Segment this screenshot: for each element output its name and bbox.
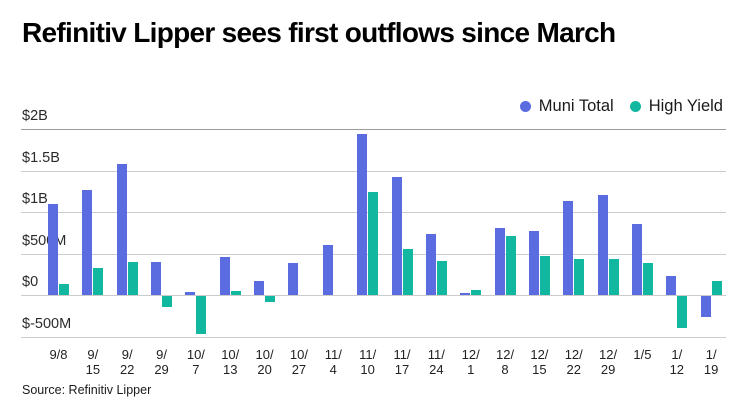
bar-muni-total-12-8: [494, 227, 505, 295]
x-axis-label-12-15: 12/ 15: [530, 347, 549, 377]
bar-muni-total-9-22: [116, 163, 127, 295]
x-axis-label-10-7: 10/ 7: [186, 347, 205, 377]
legend-label: High Yield: [648, 97, 723, 115]
bar-muni-total-11-4: [322, 245, 333, 295]
bar-high-yield-12-22: [574, 258, 585, 295]
bar-muni-total-1-19: [700, 296, 711, 317]
bar-high-yield-9-29: [162, 296, 173, 307]
bar-high-yield-10-7: [196, 296, 207, 335]
legend-label: Muni Total: [538, 97, 614, 115]
y-axis-label: $1.5B: [22, 149, 60, 166]
bar-high-yield-11-10: [368, 192, 379, 295]
x-axis-label-11-17: 11/ 17: [393, 347, 411, 377]
bar-muni-total-12-15: [528, 231, 539, 295]
x-axis-label-9-22: 9/ 22: [119, 347, 135, 377]
y-axis-label: $1B: [22, 191, 48, 207]
chart-legend: Muni Total High Yield: [519, 97, 723, 116]
bar-muni-total-11-17: [391, 177, 402, 295]
bar-muni-total-9-29: [151, 261, 162, 295]
gridline--0: [21, 295, 726, 296]
bar-muni-total-12-29: [597, 194, 608, 295]
legend-dot-high-yield-icon: [629, 101, 641, 112]
legend-item-muni-total: Muni Total: [519, 97, 614, 116]
bar-high-yield-12-1: [471, 290, 482, 295]
bar-high-yield-9-8: [59, 284, 69, 295]
bar-muni-total-10-27: [288, 262, 299, 295]
bar-high-yield-12-8: [505, 236, 516, 295]
x-axis-label-1-5: 1/5: [633, 347, 652, 362]
gridline--1-5b: [21, 170, 726, 172]
bar-muni-total-10-20: [254, 280, 265, 295]
x-axis-label-9-15: 9/ 15: [85, 347, 101, 377]
bar-high-yield-1-5: [642, 262, 653, 295]
x-axis-label-11-4: 11/ 4: [324, 347, 342, 377]
bar-high-yield-9-22: [127, 261, 138, 295]
y-axis-label: $0: [22, 274, 39, 290]
chart-title: Refinitiv Lipper sees first outflows sin…: [22, 17, 616, 48]
bar-muni-total-9-15: [82, 189, 93, 295]
x-axis-label-10-20: 10/ 20: [255, 347, 274, 377]
source-attribution: Source: Refinitiv Lipper: [22, 383, 152, 397]
bar-high-yield-1-12: [677, 296, 688, 328]
bar-muni-total-10-13: [219, 256, 230, 295]
x-axis-label-11-10: 11/ 10: [359, 347, 377, 377]
bar-muni-total-1-12: [666, 275, 677, 295]
x-axis-label-12-29: 12/ 29: [599, 347, 618, 377]
x-axis-label-9-8: 9/8: [49, 347, 68, 362]
bar-high-yield-1-19: [711, 280, 722, 295]
x-axis-label-1-19: 1/ 19: [703, 347, 719, 377]
bar-high-yield-12-29: [608, 258, 619, 295]
bar-high-yield-10-20: [265, 296, 276, 302]
bar-muni-total-9-8: [48, 203, 58, 295]
x-axis-label-1-12: 1/ 12: [669, 347, 685, 377]
gridline--500m: [21, 336, 726, 338]
x-axis-label-9-29: 9/ 29: [154, 347, 169, 377]
x-axis-label-10-27: 10/ 27: [289, 347, 308, 377]
x-axis-label-12-1: 12/ 1: [461, 347, 480, 377]
bar-muni-total-10-7: [185, 291, 196, 295]
y-axis-label: $2B: [22, 108, 48, 124]
bar-muni-total-1-5: [631, 224, 642, 295]
y-axis-label: $-500M: [22, 315, 72, 332]
bar-high-yield-10-13: [230, 290, 241, 296]
bar-muni-total-12-1: [460, 292, 471, 295]
gridline--2b: [21, 129, 726, 130]
bar-high-yield-11-17: [402, 249, 413, 295]
x-axis-label-11-24: 11/ 24: [427, 347, 445, 377]
x-axis-label-10-13: 10/ 13: [221, 347, 240, 377]
bar-muni-total-12-22: [563, 201, 574, 295]
bar-high-yield-9-15: [93, 267, 104, 295]
legend-item-high-yield: High Yield: [629, 97, 723, 116]
y-axis-label: $500M: [22, 232, 67, 249]
bar-high-yield-12-15: [539, 256, 550, 295]
bar-muni-total-11-24: [425, 234, 436, 295]
bar-muni-total-11-10: [357, 134, 368, 295]
legend-dot-muni-total-icon: [519, 101, 531, 112]
bar-high-yield-11-24: [436, 261, 447, 295]
x-axis-label-12-22: 12/ 22: [564, 347, 583, 377]
x-axis-label-12-8: 12/ 8: [496, 347, 515, 377]
